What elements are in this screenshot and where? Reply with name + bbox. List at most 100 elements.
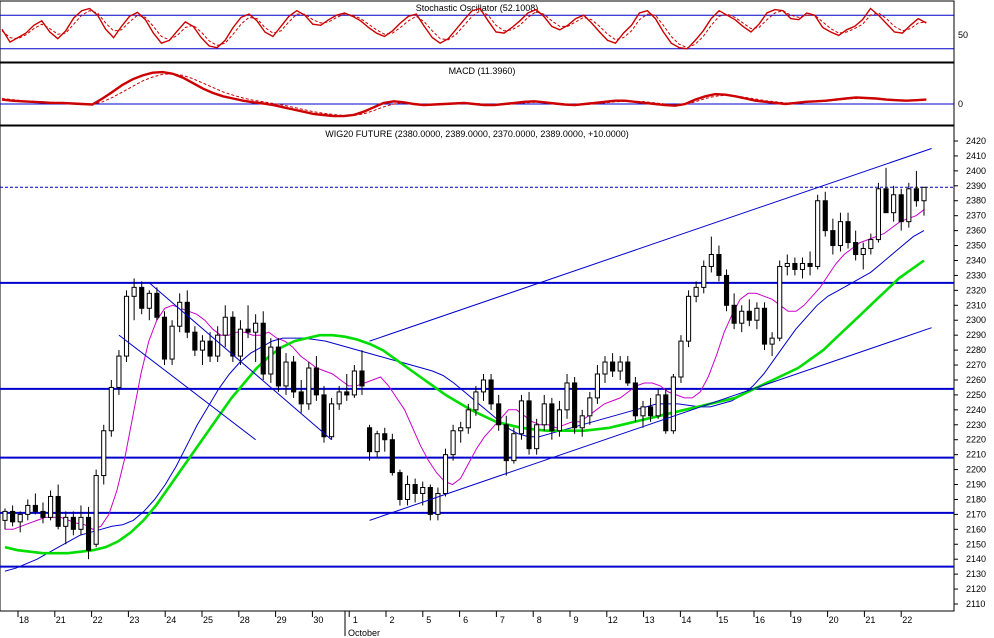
- x-tick-label: 14: [681, 615, 691, 625]
- x-tick-label: 21: [56, 615, 66, 625]
- y-tick-label: 2370: [966, 211, 986, 221]
- stochastic-title: Stochastic Oscillator (52.1008): [416, 3, 539, 13]
- candle-body: [382, 433, 388, 441]
- candle-body: [245, 328, 251, 333]
- candle-body: [701, 265, 707, 288]
- macd-tick-0: 0: [958, 99, 963, 109]
- x-tick-label: 2: [389, 615, 394, 625]
- candle-body: [10, 510, 16, 523]
- candle-body: [25, 504, 31, 515]
- macd-title: MACD (11.3960): [449, 66, 516, 76]
- y-tick-label: 2230: [966, 420, 986, 430]
- y-tick-label: 2110: [966, 599, 985, 609]
- moving-average-slow: [4, 259, 925, 555]
- candle-body: [260, 322, 266, 375]
- candle-body: [108, 386, 114, 432]
- x-tick-label: 25: [203, 615, 213, 625]
- candle-body: [139, 286, 145, 309]
- candle-body: [663, 394, 669, 432]
- moving-average-mid: [4, 230, 925, 572]
- candle-body: [169, 325, 175, 360]
- candle-body: [746, 310, 752, 321]
- candle-body: [868, 239, 874, 250]
- candle-body: [602, 361, 608, 375]
- price-plot: [0, 147, 954, 572]
- candle-body: [883, 188, 889, 214]
- candle-body: [518, 400, 525, 435]
- candle-body: [199, 340, 206, 351]
- candle-body: [496, 403, 502, 426]
- candle-body: [336, 391, 342, 405]
- stochastic-d-line: [1, 10, 927, 49]
- x-tick-label: 30: [313, 615, 323, 625]
- candle-body: [587, 397, 593, 417]
- candle-body: [708, 254, 714, 267]
- candle-body: [640, 406, 646, 417]
- candle-body: [898, 194, 904, 223]
- candle-body: [655, 394, 661, 417]
- y-tick-label: 2260: [966, 375, 986, 385]
- candle-body: [275, 346, 281, 387]
- candle-body: [632, 382, 638, 417]
- y-tick-label: 2410: [966, 151, 986, 161]
- macd-signal-line: [1, 73, 927, 116]
- macd-plot: [0, 70, 954, 118]
- y-tick-label: 2220: [966, 435, 986, 445]
- candle-body: [230, 316, 236, 357]
- candle-body: [222, 316, 228, 336]
- candle-body: [397, 472, 403, 500]
- moving-average-fast: [5, 209, 925, 530]
- y-tick-label: 2170: [966, 509, 986, 519]
- candle-body: [921, 186, 927, 202]
- candle-body: [146, 292, 152, 309]
- candle-body: [473, 391, 479, 411]
- candle-body: [32, 504, 38, 512]
- candle-body: [192, 331, 198, 351]
- y-tick-label: 2120: [966, 584, 986, 594]
- x-tick-label: 22: [902, 615, 912, 625]
- y-tick-label: 2300: [966, 315, 986, 325]
- candle-body: [556, 409, 563, 432]
- y-tick-label: 2270: [966, 360, 986, 370]
- candle-body: [860, 248, 866, 256]
- candle-body: [215, 334, 221, 357]
- candle-body: [161, 316, 168, 360]
- candle-body: [374, 433, 380, 453]
- candle-body: [488, 379, 494, 405]
- candle-body: [237, 328, 244, 357]
- x-tick-label: 20: [829, 615, 839, 625]
- candle-body: [815, 200, 821, 267]
- candle-body: [761, 307, 768, 345]
- axis-ticks: 2110212021302140215021602170218021902200…: [17, 136, 986, 636]
- ascending-channel-upper: [369, 147, 932, 342]
- candle-body: [723, 274, 730, 306]
- y-tick-label: 2250: [966, 390, 986, 400]
- candle-body: [70, 516, 76, 530]
- candle-body: [298, 391, 304, 405]
- candle-body: [830, 230, 836, 247]
- y-tick-label: 2310: [966, 300, 986, 310]
- candle-body: [2, 510, 8, 521]
- candle-body: [101, 430, 107, 477]
- candle-body: [283, 361, 289, 387]
- stochastic-tick-50: 50: [958, 30, 968, 40]
- stochastic-k-line: [1, 7, 927, 50]
- candle-body: [40, 510, 46, 518]
- candle-body: [123, 295, 130, 357]
- y-tick-label: 2390: [966, 181, 986, 191]
- stochastic-plot: [0, 7, 954, 50]
- y-tick-label: 2200: [966, 465, 986, 475]
- candle-body: [534, 424, 540, 450]
- x-tick-label: 29: [277, 615, 287, 625]
- candle-body: [564, 382, 570, 411]
- candle-body: [442, 454, 449, 494]
- x-tick-label: 18: [19, 615, 29, 625]
- candle-body: [754, 307, 760, 321]
- candle-body: [716, 254, 722, 276]
- descending-channel-lower: [118, 334, 256, 441]
- candle-body: [693, 286, 699, 297]
- candle-body: [366, 427, 373, 453]
- candle-body: [93, 475, 99, 545]
- candle-body: [131, 286, 137, 297]
- candle-body: [480, 379, 487, 393]
